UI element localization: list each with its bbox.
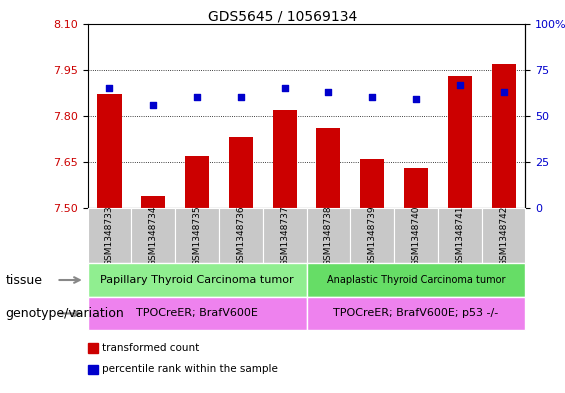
Bar (88, 208, 131, 263)
Point (499, 89, 508, 95)
Point (149, 102, 158, 108)
Bar (360, 159, 384, 208)
Text: percentile rank within the sample: percentile rank within the sample (102, 364, 277, 375)
Bar (306, 208, 350, 263)
Bar (447, 76, 472, 208)
Text: GSM1348738: GSM1348738 (324, 206, 333, 266)
Text: GSM1348735: GSM1348735 (193, 206, 202, 266)
Text: GSM1348733: GSM1348733 (105, 206, 114, 266)
Bar (175, 208, 219, 263)
Point (324, 89, 333, 95)
Point (193, 94, 202, 101)
Bar (185, 156, 209, 208)
Text: GSM1348741: GSM1348741 (455, 206, 464, 266)
Bar (492, 64, 516, 208)
Text: transformed count: transformed count (102, 343, 199, 353)
Bar (306, 263, 525, 297)
Text: GSM1348734: GSM1348734 (149, 206, 158, 266)
Text: GSM1348740: GSM1348740 (411, 206, 420, 266)
Bar (88, 263, 306, 297)
Text: GSM1348739: GSM1348739 (368, 206, 377, 266)
Bar (131, 208, 175, 263)
Bar (350, 208, 394, 263)
Text: TPOCreER; BrafV600E: TPOCreER; BrafV600E (136, 309, 258, 318)
Point (368, 94, 377, 101)
Bar (219, 208, 263, 263)
Bar (97, 94, 121, 208)
Text: GSM1348742: GSM1348742 (499, 206, 508, 266)
Point (411, 96, 420, 103)
Bar (306, 297, 525, 330)
Text: GDS5645 / 10569134: GDS5645 / 10569134 (208, 10, 357, 24)
Bar (141, 196, 166, 208)
Text: GSM1348736: GSM1348736 (236, 206, 245, 266)
Bar (316, 128, 341, 208)
Text: Papillary Thyroid Carcinoma tumor: Papillary Thyroid Carcinoma tumor (100, 275, 294, 285)
Text: TPOCreER; BrafV600E; p53 -/-: TPOCreER; BrafV600E; p53 -/- (333, 309, 498, 318)
Bar (438, 208, 481, 263)
Bar (263, 208, 306, 263)
Text: Anaplastic Thyroid Carcinoma tumor: Anaplastic Thyroid Carcinoma tumor (327, 275, 505, 285)
Bar (272, 110, 297, 208)
Bar (481, 208, 525, 263)
Bar (404, 168, 428, 208)
Text: tissue: tissue (6, 274, 42, 286)
Bar (229, 138, 253, 208)
Point (280, 85, 289, 92)
Text: genotype/variation: genotype/variation (6, 307, 124, 320)
Bar (88, 297, 306, 330)
Bar (394, 208, 438, 263)
Point (236, 94, 245, 101)
Point (105, 85, 114, 92)
Text: GSM1348737: GSM1348737 (280, 206, 289, 266)
Point (455, 81, 464, 88)
